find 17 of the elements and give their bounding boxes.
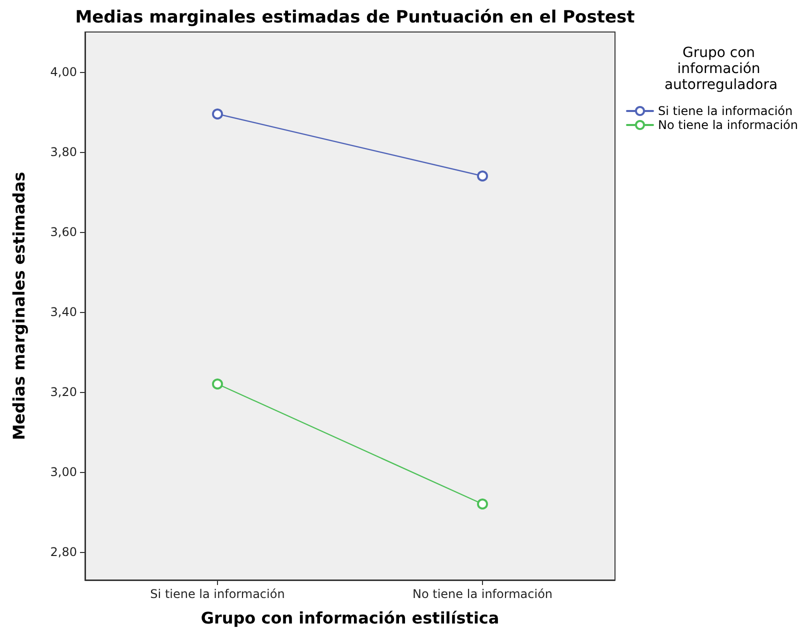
y-tick-label: 3,60 bbox=[50, 225, 77, 239]
y-tick-label: 3,00 bbox=[50, 465, 77, 479]
y-axis-title: Medias marginales estimadas bbox=[10, 172, 28, 440]
point bbox=[477, 170, 488, 182]
y-tick-label: 4,00 bbox=[50, 65, 77, 79]
legend-title: Grupo con información autorreguladora bbox=[664, 45, 778, 93]
legend-label: No tiene la información bbox=[658, 118, 798, 132]
point bbox=[212, 108, 223, 120]
legend-label: Si tiene la información bbox=[658, 104, 793, 118]
y-tick-label: 2,80 bbox=[50, 545, 77, 559]
y-tick-label: 3,20 bbox=[50, 385, 77, 399]
point bbox=[212, 378, 223, 390]
x-axis-title: Grupo con información estilística bbox=[200, 608, 500, 628]
y-tick-label: 3,80 bbox=[50, 145, 77, 159]
point bbox=[477, 498, 488, 510]
chart-title: Medias marginales estimadas de Puntuación en el Postest bbox=[75, 8, 635, 28]
y-tick-label: 3,40 bbox=[50, 305, 77, 319]
